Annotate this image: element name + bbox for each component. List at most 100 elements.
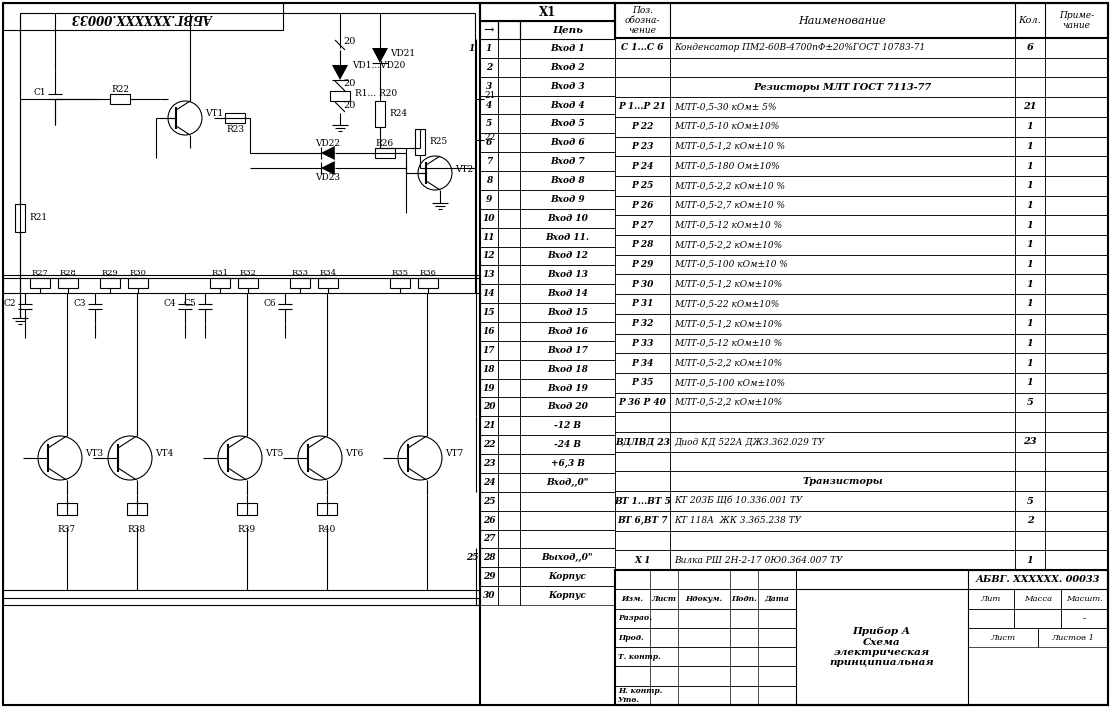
Text: 13: 13 bbox=[483, 270, 496, 280]
Bar bbox=[1045, 97, 1108, 117]
Bar bbox=[520, 209, 615, 228]
Text: Вход 18: Вход 18 bbox=[547, 365, 588, 374]
Bar bbox=[670, 511, 1015, 530]
Text: ВДЛВД 23: ВДЛВД 23 bbox=[615, 438, 670, 447]
Bar bbox=[1015, 412, 1045, 432]
Bar bbox=[416, 129, 426, 155]
Text: Р 34: Р 34 bbox=[631, 359, 653, 367]
Bar bbox=[480, 58, 498, 76]
Text: 1: 1 bbox=[1027, 241, 1033, 249]
Bar bbox=[1045, 314, 1108, 333]
Text: R28: R28 bbox=[60, 269, 77, 277]
Bar bbox=[615, 255, 670, 275]
Polygon shape bbox=[321, 161, 334, 175]
Text: Р 23: Р 23 bbox=[631, 142, 653, 151]
Text: 20: 20 bbox=[343, 38, 357, 47]
Bar bbox=[480, 285, 498, 303]
Text: 3: 3 bbox=[486, 81, 492, 91]
Bar bbox=[670, 156, 1015, 176]
Bar bbox=[1045, 77, 1108, 97]
Text: R36: R36 bbox=[420, 269, 437, 277]
Text: Дата: Дата bbox=[764, 595, 790, 603]
Bar bbox=[100, 278, 120, 288]
Text: 2: 2 bbox=[486, 63, 492, 72]
Text: C3: C3 bbox=[73, 299, 86, 307]
Bar bbox=[1015, 393, 1045, 412]
Bar bbox=[670, 432, 1015, 452]
Text: Вход 19: Вход 19 bbox=[547, 384, 588, 392]
Bar bbox=[670, 353, 1015, 373]
Bar bbox=[670, 195, 1015, 215]
Bar bbox=[520, 397, 615, 416]
Bar bbox=[1015, 491, 1045, 511]
Bar bbox=[670, 176, 1015, 195]
Text: Ндокум.: Ндокум. bbox=[685, 595, 722, 603]
Bar bbox=[520, 246, 615, 266]
Text: МЛТ-0,5-180 Ом±10%: МЛТ-0,5-180 Ом±10% bbox=[674, 161, 780, 171]
Text: VD22: VD22 bbox=[316, 139, 340, 147]
Bar bbox=[498, 58, 520, 76]
Text: МЛТ-0,5-2,2 кОм±10%: МЛТ-0,5-2,2 кОм±10% bbox=[674, 241, 782, 249]
Bar bbox=[498, 492, 520, 510]
Bar bbox=[498, 435, 520, 454]
Bar bbox=[615, 137, 670, 156]
Text: 22: 22 bbox=[484, 132, 496, 142]
Text: Вход 17: Вход 17 bbox=[547, 346, 588, 355]
Bar bbox=[670, 491, 1015, 511]
Bar bbox=[480, 228, 498, 246]
Text: 10: 10 bbox=[483, 214, 496, 223]
Text: МЛТ-0,5-1,2 кОм±10%: МЛТ-0,5-1,2 кОм±10% bbox=[674, 319, 782, 329]
Bar bbox=[615, 275, 670, 294]
Text: Т. контр.: Т. контр. bbox=[618, 653, 661, 661]
Bar bbox=[520, 133, 615, 152]
Bar bbox=[520, 58, 615, 76]
Text: Вход 6: Вход 6 bbox=[550, 138, 584, 147]
Bar bbox=[670, 550, 1015, 570]
Text: R31: R31 bbox=[211, 269, 229, 277]
Bar bbox=[480, 303, 498, 322]
Text: Кол.: Кол. bbox=[1019, 16, 1041, 25]
Bar bbox=[290, 278, 310, 288]
Bar bbox=[615, 314, 670, 333]
Text: C4: C4 bbox=[163, 299, 176, 307]
Text: 1: 1 bbox=[1027, 299, 1033, 309]
Bar bbox=[670, 275, 1015, 294]
Bar bbox=[615, 491, 670, 511]
Text: VD21: VD21 bbox=[390, 49, 416, 57]
Bar bbox=[480, 209, 498, 228]
Text: 9: 9 bbox=[486, 195, 492, 204]
Text: Р 22: Р 22 bbox=[631, 122, 653, 131]
Text: 1: 1 bbox=[1027, 359, 1033, 367]
Bar bbox=[1015, 58, 1045, 77]
Bar bbox=[615, 570, 1108, 705]
Text: R32: R32 bbox=[240, 269, 257, 277]
Bar bbox=[1015, 294, 1045, 314]
Bar bbox=[615, 58, 670, 77]
Bar bbox=[317, 503, 337, 515]
Text: Р 27: Р 27 bbox=[631, 221, 653, 229]
Text: 6: 6 bbox=[1027, 43, 1033, 52]
Text: МЛТ-0,5-100 кОм±10%: МЛТ-0,5-100 кОм±10% bbox=[674, 378, 785, 387]
Bar bbox=[520, 341, 615, 360]
Bar bbox=[615, 77, 670, 97]
Text: Цепь: Цепь bbox=[552, 25, 583, 35]
Bar bbox=[498, 549, 520, 567]
Text: VT6: VT6 bbox=[346, 450, 363, 459]
Text: R1... R20: R1... R20 bbox=[356, 89, 397, 98]
Bar bbox=[520, 510, 615, 530]
Bar bbox=[1045, 472, 1108, 491]
Bar bbox=[480, 549, 498, 567]
Text: 1: 1 bbox=[1027, 161, 1033, 171]
Bar bbox=[480, 96, 498, 115]
Bar bbox=[1045, 333, 1108, 353]
Bar bbox=[1045, 373, 1108, 393]
Bar bbox=[520, 322, 615, 341]
Text: -: - bbox=[1083, 614, 1087, 623]
Bar bbox=[1015, 137, 1045, 156]
Text: 29: 29 bbox=[483, 572, 496, 581]
Text: 21: 21 bbox=[1023, 103, 1037, 111]
Text: Выход,,0": Выход,,0" bbox=[542, 554, 593, 562]
Bar bbox=[330, 91, 350, 101]
Bar bbox=[498, 96, 520, 115]
Bar bbox=[615, 393, 670, 412]
